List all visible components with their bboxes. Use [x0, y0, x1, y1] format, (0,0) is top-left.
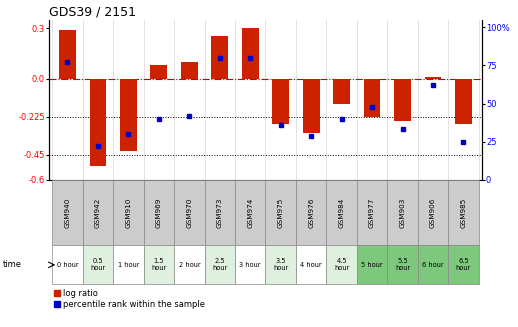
Text: GSM969: GSM969 — [156, 198, 162, 228]
Text: GSM910: GSM910 — [125, 198, 132, 228]
Text: GSM906: GSM906 — [430, 198, 436, 228]
Bar — [394, 79, 411, 121]
Bar — [266, 245, 296, 284]
Bar — [235, 245, 266, 284]
Bar — [272, 79, 289, 124]
Bar — [120, 79, 137, 151]
Bar — [181, 62, 198, 79]
Text: 0.5
hour: 0.5 hour — [90, 258, 106, 271]
Text: 2.5
hour: 2.5 hour — [212, 258, 227, 271]
Bar — [448, 180, 479, 245]
Bar — [83, 245, 113, 284]
Text: 2 hour: 2 hour — [179, 262, 200, 268]
Bar — [143, 245, 174, 284]
Bar — [448, 245, 479, 284]
Text: 3.5
hour: 3.5 hour — [273, 258, 289, 271]
Legend: log ratio, percentile rank within the sample: log ratio, percentile rank within the sa… — [53, 289, 205, 309]
Bar — [296, 245, 326, 284]
Text: GSM974: GSM974 — [247, 198, 253, 228]
Bar — [211, 37, 228, 79]
Bar — [235, 180, 266, 245]
Bar — [303, 79, 320, 133]
Text: GSM975: GSM975 — [278, 198, 284, 228]
Text: GSM942: GSM942 — [95, 198, 101, 228]
Bar — [296, 180, 326, 245]
Text: GSM976: GSM976 — [308, 198, 314, 228]
Text: GSM940: GSM940 — [64, 198, 70, 228]
Bar — [357, 180, 387, 245]
Bar — [205, 245, 235, 284]
Bar — [143, 180, 174, 245]
Bar — [242, 28, 258, 79]
Text: 6.5
hour: 6.5 hour — [456, 258, 471, 271]
Text: 5 hour: 5 hour — [361, 262, 383, 268]
Bar — [174, 245, 205, 284]
Bar — [425, 77, 441, 79]
Text: 3 hour: 3 hour — [239, 262, 261, 268]
Text: 0 hour: 0 hour — [56, 262, 78, 268]
Bar — [387, 180, 418, 245]
Text: 5.5
hour: 5.5 hour — [395, 258, 410, 271]
Text: time: time — [3, 260, 22, 269]
Bar — [52, 180, 83, 245]
Bar — [418, 180, 448, 245]
Text: GSM985: GSM985 — [461, 198, 467, 228]
Bar — [90, 79, 106, 166]
Bar — [387, 245, 418, 284]
Bar — [418, 245, 448, 284]
Bar — [151, 65, 167, 79]
Bar — [455, 79, 472, 124]
Text: 1.5
hour: 1.5 hour — [151, 258, 166, 271]
Bar — [326, 245, 357, 284]
Bar — [266, 180, 296, 245]
Text: GSM903: GSM903 — [399, 198, 406, 228]
Text: GSM973: GSM973 — [217, 198, 223, 228]
Text: GSM970: GSM970 — [186, 198, 192, 228]
Bar — [333, 79, 350, 104]
Bar — [357, 245, 387, 284]
Text: 4.5
hour: 4.5 hour — [334, 258, 349, 271]
Text: GDS39 / 2151: GDS39 / 2151 — [49, 6, 136, 18]
Bar — [174, 180, 205, 245]
Text: 4 hour: 4 hour — [300, 262, 322, 268]
Text: GSM984: GSM984 — [339, 198, 344, 228]
Bar — [113, 180, 143, 245]
Bar — [205, 180, 235, 245]
Bar — [52, 245, 83, 284]
Bar — [59, 30, 76, 79]
Text: GSM977: GSM977 — [369, 198, 375, 228]
Bar — [83, 180, 113, 245]
Bar — [113, 245, 143, 284]
Bar — [364, 79, 380, 117]
Text: 1 hour: 1 hour — [118, 262, 139, 268]
Bar — [326, 180, 357, 245]
Text: 6 hour: 6 hour — [422, 262, 444, 268]
